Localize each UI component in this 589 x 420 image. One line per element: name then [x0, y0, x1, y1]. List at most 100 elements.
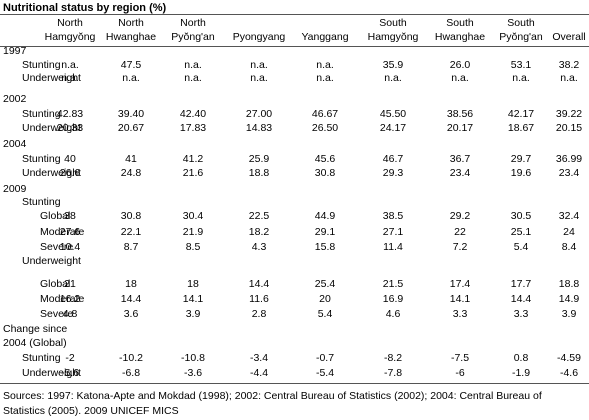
table-cell: 38 [64, 210, 76, 222]
table-cell: -6 [455, 367, 465, 379]
table-row: Moderate 27.6 22.1 21.9 18.2 29.1 27.1 22 25.1 24 [0, 225, 589, 239]
table-cell: 7.2 [452, 241, 468, 253]
table-cell: 38.5 [382, 210, 404, 222]
table-row: Severe 4.8 3.6 3.9 2.8 5.4 4.6 3.3 3.3 3.9 [0, 307, 589, 321]
table-row: Moderate 16.2 14.4 14.1 11.6 20 16.9 14.1 14.4 14… [0, 292, 589, 306]
table-cell: 18.8 [248, 167, 270, 179]
row-label: 2009 [3, 183, 27, 195]
table-cell: 46.67 [311, 108, 339, 120]
table-cell: -10.8 [181, 352, 205, 364]
row-label: Stunting [22, 108, 61, 120]
column-header-line2: Pyŏng'an [171, 31, 215, 43]
table-cell: 45.6 [314, 153, 336, 165]
table-cell: -0.7 [315, 352, 335, 364]
column-header: Overall [529, 16, 589, 44]
column-header-line2: Yanggang [301, 31, 349, 43]
table-row: 2004 (Global) [0, 336, 589, 350]
table-cell: 23.4 [558, 167, 580, 179]
row-label: Stunting [22, 352, 61, 364]
table-cell: 14.4 [248, 278, 270, 290]
table-cell: 41 [125, 153, 137, 165]
table-row: 2009 [0, 182, 589, 196]
table-cell: 47.5 [120, 59, 142, 71]
table-cell: 44.9 [314, 210, 336, 222]
row-label: Global [40, 210, 71, 222]
table-cell: -8.2 [383, 352, 403, 364]
table-cell: 19.6 [510, 167, 532, 179]
table-cell: n.a. [512, 72, 530, 84]
table-cell: 11.6 [249, 293, 269, 305]
table-row: Stunting [0, 195, 589, 209]
table-cell: 29.2 [449, 210, 471, 222]
table-cell: 5.4 [317, 308, 333, 320]
table-cell: -7.8 [383, 367, 403, 379]
table-cell: -4.59 [557, 352, 581, 364]
table-cell: 16.2 [59, 293, 81, 305]
table-cell: 36.7 [449, 153, 471, 165]
table-cell: 21.6 [182, 167, 204, 179]
table-row: Stunting 40 41 41.2 25.9 45.6 46.7 36.7 29.7 36.9… [0, 152, 589, 166]
table-cell: 24.8 [120, 167, 142, 179]
table-cell: 30.4 [182, 210, 204, 222]
table-row: Underweight 20.33 20.67 17.83 14.83 26.50 24.1… [0, 121, 589, 135]
table-row: 2004 [0, 137, 589, 151]
table-cell: 40 [64, 153, 76, 165]
table-cell: 53.1 [510, 59, 532, 71]
table-cell: 8.7 [123, 241, 139, 253]
table-cell: 17.4 [449, 278, 471, 290]
row-label: 2004 (Global) [3, 337, 67, 349]
table-cell: 8.4 [561, 241, 577, 253]
rule-top [0, 14, 589, 15]
sources-note: Sources: 1997: Katona-Apte and Mokdad (1… [3, 390, 542, 417]
row-label: Underweight [22, 72, 81, 84]
row-label: Global [40, 278, 71, 290]
table-cell: 26.50 [311, 122, 339, 134]
row-label: Underweight [22, 255, 81, 267]
table-cell: -1.9 [511, 367, 531, 379]
table-row: Stunting n.a. 47.5 n.a. n.a. n.a. 35.9 26.0 53.1… [0, 58, 589, 72]
table-row: Change since [0, 322, 589, 336]
table-cell: 41.2 [182, 153, 204, 165]
table-cell: 3.9 [185, 308, 201, 320]
row-label: 1997 [3, 45, 27, 57]
column-header: Pyongyang [219, 16, 299, 44]
table-cell: 42.83 [56, 108, 84, 120]
table-cell: 29.7 [510, 153, 532, 165]
table-cell: 14.4 [510, 293, 532, 305]
table-cell: 42.17 [507, 108, 535, 120]
table-cell: 11.4 [383, 241, 403, 253]
table-cell: -2 [65, 352, 75, 364]
table-cell: n.a. [184, 72, 202, 84]
table-cell: n.a. [451, 72, 469, 84]
table-cell: 20.17 [446, 122, 474, 134]
table-row: 1997 [0, 44, 589, 58]
table-cell: 24 [563, 226, 575, 238]
table-cell: 29.1 [314, 226, 336, 238]
table-cell: 4.8 [62, 308, 78, 320]
table-cell: 26.6 [59, 167, 81, 179]
table-cell: -3.6 [183, 367, 203, 379]
table-cell: 14.1 [182, 293, 204, 305]
column-header-line1: North [57, 17, 83, 29]
table-row: Global 21 18 18 14.4 25.4 21.5 17.4 17.7 18.8 [0, 277, 589, 291]
row-label: 2004 [3, 138, 27, 150]
table-cell: 38.2 [558, 59, 580, 71]
table-row: Underweight 26.6 24.8 21.6 18.8 30.8 29.3 23.4 1… [0, 166, 589, 180]
rule-header [0, 46, 589, 47]
table-cell: 23.4 [449, 167, 471, 179]
table-cell: 38.56 [446, 108, 474, 120]
table-cell: 3.3 [452, 308, 468, 320]
table-cell: n.a. [384, 72, 402, 84]
table-cell: 35.9 [382, 59, 404, 71]
table-cell: 39.40 [117, 108, 145, 120]
table-cell: 26.0 [449, 59, 471, 71]
column-header-line1: South [446, 17, 474, 29]
column-header-line2: Hwanghae [434, 31, 486, 43]
table-row: Stunting -2 -10.2 -10.8 -3.4 -0.7 -8.2 -7.5 0.8 -… [0, 351, 589, 365]
table-cell: 16.9 [382, 293, 404, 305]
table-cell: 18.2 [248, 226, 270, 238]
table-cell: 27.1 [382, 226, 404, 238]
table-cell: 18 [187, 278, 199, 290]
table-cell: n.a. [316, 59, 334, 71]
column-header: North Pyŏng'an [153, 16, 233, 44]
